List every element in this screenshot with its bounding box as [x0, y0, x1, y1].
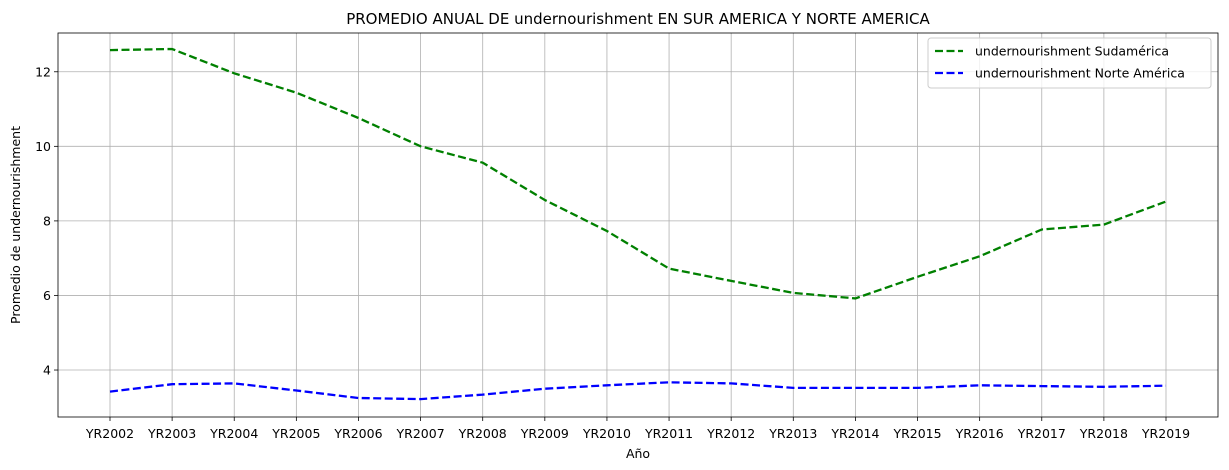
series-group [109, 47, 1167, 401]
series-line-1 [109, 381, 1167, 401]
legend-label-1: undernourishment Norte América [975, 66, 1185, 81]
y-tick-label: 6 [43, 288, 51, 303]
x-tick-label: YR2007 [396, 426, 445, 441]
x-tick-label: YR2016 [955, 426, 1004, 441]
x-tick-label: YR2018 [1079, 426, 1128, 441]
x-tick-label: YR2006 [333, 426, 382, 441]
x-tick-label: YR2011 [644, 426, 693, 441]
y-axis-ticks: 4 6 8 10 12 [35, 64, 58, 378]
chart-title: PROMEDIO ANUAL DE undernourishment EN SU… [346, 10, 930, 28]
grid [58, 33, 1218, 417]
y-tick-label: 12 [35, 64, 51, 79]
x-axis-ticks: YR2002 YR2003 YR2004 YR2005 YR2006 YR2007 YR20… [85, 417, 1190, 441]
x-tick-label: YR2014 [830, 426, 879, 441]
legend-box [927, 37, 1212, 89]
x-tick-label: YR2013 [768, 426, 817, 441]
plot-frame [57, 32, 1219, 418]
x-tick-label: YR2004 [209, 426, 258, 441]
x-tick-label: YR2005 [271, 426, 320, 441]
legend: undernourishment Sudamérica undernourishm… [927, 37, 1212, 89]
x-tick-label: YR2019 [1141, 426, 1190, 441]
series-line-0 [109, 47, 1167, 300]
x-tick-label: YR2002 [85, 426, 134, 441]
x-tick-label: YR2012 [706, 426, 755, 441]
x-tick-label: YR2003 [147, 426, 196, 441]
x-tick-label: YR2009 [520, 426, 569, 441]
x-tick-label: YR2017 [1017, 426, 1066, 441]
y-tick-label: 10 [35, 139, 51, 154]
y-tick-label: 8 [43, 213, 51, 228]
x-tick-label: YR2008 [458, 426, 507, 441]
x-tick-label: YR2010 [582, 426, 631, 441]
x-tick-label: YR2015 [892, 426, 941, 441]
legend-label-0: undernourishment Sudamérica [975, 44, 1169, 59]
y-axis-label: Promedio de undernourishment [8, 126, 23, 324]
y-tick-label: 4 [43, 363, 51, 378]
x-axis-label: Año [626, 446, 650, 461]
